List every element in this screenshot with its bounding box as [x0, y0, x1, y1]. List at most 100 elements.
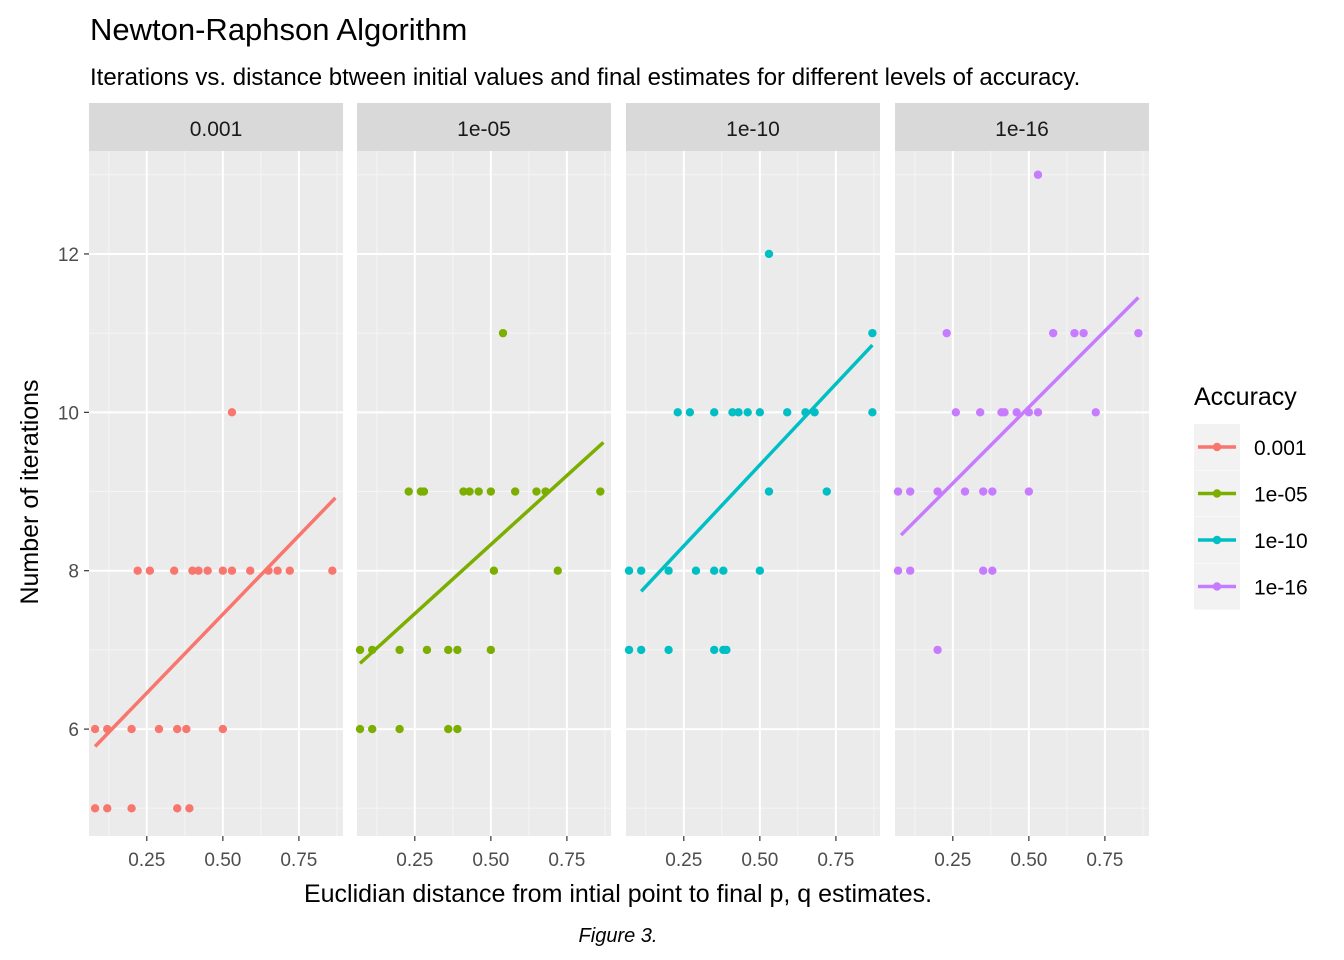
legend-entry-3: 1e-16: [1194, 563, 1308, 610]
x-tick-label: 0.75: [548, 850, 585, 871]
facet-panel-2: 1e-10 0.25 0.50 0.75: [624, 103, 880, 871]
data-point: [227, 408, 237, 417]
x-tick-label: 0.75: [280, 850, 317, 871]
data-point: [764, 249, 774, 259]
data-point: [1012, 408, 1021, 417]
data-point: [783, 408, 792, 417]
data-point: [685, 408, 695, 417]
trend-line: [93, 496, 337, 748]
data-point: [988, 566, 997, 575]
data-point: [498, 328, 508, 338]
data-point: [893, 487, 903, 496]
facet-strip: [89, 103, 343, 151]
data-point: [868, 328, 877, 338]
facet-panel-0: 0.001 0.25 0.50 0.75: [89, 103, 343, 871]
data-point: [942, 328, 951, 338]
facet-strip: [626, 103, 880, 151]
facet-strip: [357, 103, 611, 151]
data-point: [764, 487, 774, 496]
legend-label: 0.001: [1254, 437, 1307, 460]
data-point: [596, 487, 605, 496]
facet-strip-label: 1e-16: [995, 118, 1049, 141]
legend-entry-1: 1e-05: [1194, 470, 1308, 517]
data-point: [474, 487, 483, 496]
chart-title: Newton-Raphson Algorithm: [90, 12, 467, 47]
data-point: [1033, 408, 1043, 417]
legend-key-point: [1212, 535, 1222, 545]
data-point: [734, 408, 743, 417]
x-tick-label: 0.50: [1010, 850, 1047, 871]
data-point: [743, 408, 752, 417]
data-point: [719, 566, 728, 575]
data-point: [133, 566, 142, 575]
data-point: [906, 487, 915, 496]
facet-panel-1: 1e-05 0.25 0.50 0.75: [355, 103, 611, 871]
x-tick-label: 0.50: [472, 850, 509, 871]
data-point: [933, 645, 942, 655]
data-point: [127, 804, 136, 813]
trend-line: [899, 296, 1140, 537]
data-point: [246, 566, 255, 575]
data-point: [444, 645, 453, 655]
data-point: [664, 645, 673, 655]
data-point: [328, 566, 337, 575]
data-point: [553, 566, 562, 575]
x-tick-label: 0.25: [128, 850, 165, 871]
data-point: [285, 566, 294, 575]
data-point: [1033, 170, 1043, 179]
y-axis: 6 8 10 12: [58, 245, 89, 741]
data-point: [185, 804, 194, 813]
chart-subtitle: Iterations vs. distance btween initial v…: [90, 64, 1080, 91]
data-point: [637, 566, 646, 575]
data-point: [664, 566, 673, 575]
data-point: [1134, 328, 1143, 338]
data-point: [182, 724, 191, 734]
data-point: [960, 487, 970, 496]
data-point: [951, 408, 961, 417]
data-point: [710, 645, 719, 655]
facet-strip: [895, 103, 1149, 151]
data-point: [103, 804, 112, 813]
x-tick-label: 0.25: [665, 850, 702, 871]
legend-entry-2: 1e-10: [1194, 517, 1308, 563]
facet-panels: 0.001 0.25 0.50 0.75 1e-05 0.25 0.50 0.75 1e-10 0…: [89, 103, 1149, 871]
x-axis-title: Euclidian distance from intial point to …: [304, 880, 932, 908]
data-point: [395, 645, 404, 655]
x-tick-label: 0.25: [934, 850, 971, 871]
data-point: [404, 487, 413, 496]
plot-panel-background: [357, 151, 611, 836]
x-tick-label: 0.25: [396, 850, 433, 871]
legend: Accuracy 0.001 1e-05 1e-10 1e-16: [1194, 383, 1308, 610]
data-point: [755, 408, 765, 417]
data-point: [624, 645, 634, 655]
data-point: [906, 566, 915, 575]
data-point: [637, 645, 646, 655]
data-point: [173, 724, 182, 734]
legend-title: Accuracy: [1194, 383, 1297, 411]
data-point: [395, 724, 404, 734]
data-point: [489, 566, 499, 575]
x-tick-label: 0.75: [817, 850, 854, 871]
data-point: [173, 804, 182, 813]
data-point: [822, 487, 831, 496]
data-point: [1079, 328, 1088, 338]
data-point: [453, 645, 462, 655]
data-point: [444, 724, 453, 734]
data-point: [355, 724, 365, 734]
data-point: [1000, 408, 1009, 417]
data-point: [203, 566, 212, 575]
data-point: [218, 566, 228, 575]
plot-panel-background: [89, 151, 343, 836]
data-point: [728, 408, 737, 417]
y-tick-label: 6: [68, 720, 79, 741]
data-point: [710, 408, 719, 417]
data-point: [933, 487, 942, 496]
legend-label: 1e-10: [1254, 530, 1308, 553]
data-point: [218, 724, 228, 734]
legend-label: 1e-16: [1254, 577, 1308, 600]
data-point: [90, 804, 100, 813]
data-point: [355, 645, 365, 655]
y-tick-label: 8: [68, 562, 79, 583]
data-point: [188, 566, 197, 575]
